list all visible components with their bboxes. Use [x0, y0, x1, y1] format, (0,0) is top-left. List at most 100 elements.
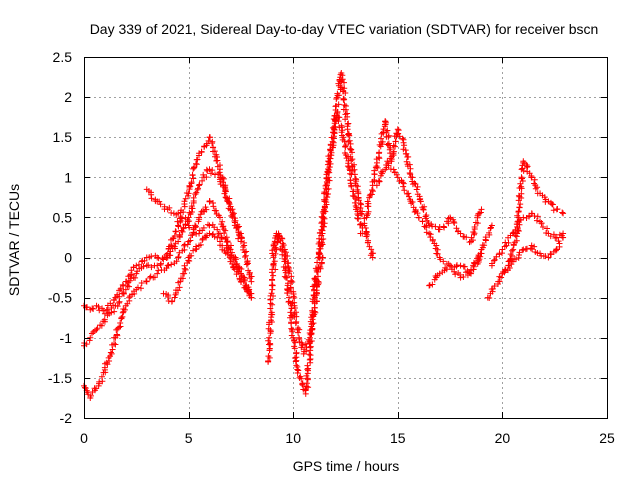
- series-point: [550, 207, 557, 214]
- series-point: [233, 224, 240, 231]
- series-point: [369, 188, 376, 195]
- series-point: [488, 222, 495, 229]
- series-point: [347, 145, 354, 152]
- series-point: [452, 271, 459, 278]
- y-axis: -2 -1.5 -1 -0.5 0 0.5 1 1.5 2 2.5: [48, 49, 607, 426]
- series-point: [341, 79, 348, 86]
- series-point: [190, 247, 197, 254]
- series-point: [344, 126, 351, 133]
- series-point: [236, 264, 243, 271]
- series-point: [515, 218, 522, 225]
- x-tick-label: 10: [285, 430, 301, 446]
- series-point: [185, 190, 192, 197]
- series-point: [211, 233, 218, 240]
- series-point: [114, 303, 121, 310]
- plot-frame: [84, 57, 608, 419]
- series-point: [434, 250, 441, 257]
- series-point: [238, 279, 245, 286]
- series-point: [217, 181, 224, 188]
- series-point: [217, 214, 224, 221]
- series-point: [487, 225, 494, 232]
- series-point: [160, 256, 167, 263]
- series-point: [318, 226, 325, 233]
- series-point: [148, 195, 155, 202]
- series-point: [499, 246, 506, 253]
- series-point: [238, 234, 245, 241]
- series-point: [315, 250, 322, 257]
- series-point: [186, 224, 193, 231]
- series-point: [168, 242, 175, 249]
- series-point: [408, 200, 415, 207]
- series-point: [518, 166, 525, 173]
- series-point: [111, 308, 118, 315]
- series-point: [274, 238, 281, 245]
- series-point: [269, 301, 276, 308]
- series-point: [531, 243, 538, 250]
- series-point: [351, 199, 358, 206]
- series-point: [373, 182, 380, 189]
- series-point: [323, 194, 330, 201]
- series-point: [237, 238, 244, 245]
- series-point: [477, 253, 484, 260]
- series-point: [169, 297, 176, 304]
- series-point: [280, 242, 287, 249]
- series-point: [285, 263, 292, 270]
- series-point: [476, 210, 483, 217]
- series-point: [196, 230, 203, 237]
- series-point: [315, 263, 322, 270]
- series-point: [207, 170, 214, 177]
- series-point: [518, 183, 525, 190]
- series-point: [211, 224, 218, 231]
- series-point: [247, 290, 254, 297]
- series-point: [443, 266, 450, 273]
- series-point: [211, 171, 218, 178]
- series-point: [414, 183, 421, 190]
- series-point: [311, 282, 318, 289]
- series-point: [528, 174, 535, 181]
- series-point: [207, 134, 214, 141]
- series-point: [242, 254, 249, 261]
- series-point: [302, 386, 309, 393]
- series-point: [304, 362, 311, 369]
- series-point: [376, 149, 383, 156]
- series-point: [342, 116, 349, 123]
- series-point: [550, 231, 557, 238]
- series-point: [177, 278, 184, 285]
- x-tick-label: 5: [185, 430, 193, 446]
- series-point: [357, 221, 364, 228]
- series-point: [349, 149, 356, 156]
- series-point: [315, 240, 322, 247]
- series-point: [376, 178, 383, 185]
- series-point: [148, 189, 155, 196]
- series-point: [519, 247, 526, 254]
- series-point: [197, 241, 204, 248]
- series-point: [366, 243, 373, 250]
- series-point: [116, 298, 123, 305]
- x-tick-label: 0: [80, 430, 88, 446]
- series-point: [405, 153, 412, 160]
- series-point: [312, 309, 319, 316]
- x-axis-title: GPS time / hours: [293, 458, 400, 474]
- series-point: [138, 258, 145, 265]
- series-point: [292, 320, 299, 327]
- series-point: [348, 157, 355, 164]
- series-point: [224, 251, 231, 258]
- series-point: [156, 198, 163, 205]
- series-point: [549, 201, 556, 208]
- series-point: [184, 218, 191, 225]
- series-point: [390, 166, 397, 173]
- series-point: [501, 269, 508, 276]
- series-point: [172, 228, 179, 235]
- series-point: [186, 209, 193, 216]
- series-point: [534, 213, 541, 220]
- series-point: [518, 175, 525, 182]
- series-point: [266, 341, 273, 348]
- series-point: [554, 205, 561, 212]
- series-point: [194, 186, 201, 193]
- series-point: [173, 287, 180, 294]
- series-point: [113, 326, 120, 333]
- series-point: [190, 194, 197, 201]
- y-tick-label: 1.5: [53, 129, 73, 145]
- series-point: [205, 137, 212, 144]
- series-point: [475, 258, 482, 265]
